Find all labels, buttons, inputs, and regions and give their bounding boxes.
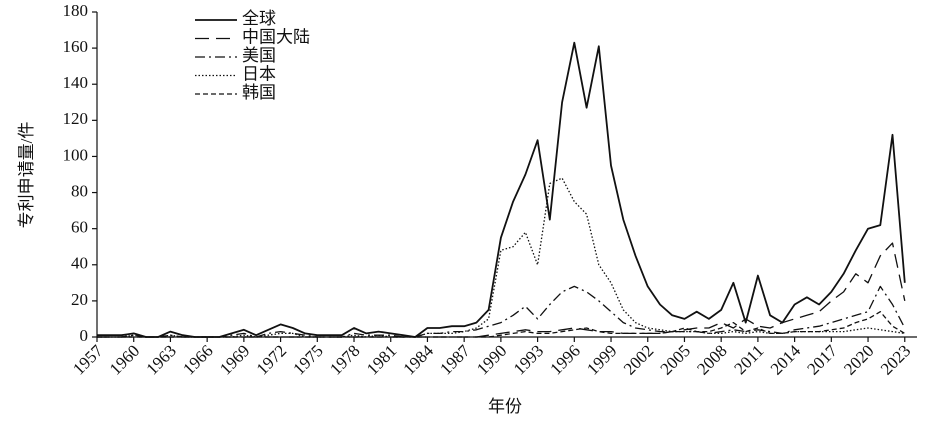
y-tick-label: 80	[71, 181, 88, 200]
y-tick-label: 0	[80, 326, 89, 345]
x-tick-label: 1981	[363, 341, 400, 378]
x-tick-label: 1987	[436, 341, 474, 379]
legend-label: 日本	[242, 64, 276, 83]
y-tick-label: 40	[71, 254, 88, 273]
series-line	[97, 41, 906, 338]
y-tick-label: 60	[71, 218, 88, 237]
x-tick-label: 1963	[143, 341, 180, 378]
x-tick-label: 2005	[657, 341, 694, 378]
series-line	[97, 285, 906, 338]
x-tick-label: 1993	[510, 341, 547, 378]
series-line	[97, 177, 905, 338]
legend-label: 美国	[242, 46, 276, 65]
y-tick-label: 100	[63, 145, 89, 164]
x-tick-label: 1960	[106, 341, 143, 378]
x-tick-label: 1972	[253, 341, 290, 378]
x-tick-label: 2011	[730, 341, 767, 378]
x-tick-label: 2014	[767, 341, 805, 379]
y-tick-label: 120	[63, 109, 89, 128]
x-tick-label: 1975	[289, 341, 326, 378]
x-tick-label: 1996	[546, 341, 583, 378]
legend-label: 韩国	[242, 83, 276, 102]
series-line	[97, 311, 906, 338]
y-tick-label: 140	[63, 73, 89, 92]
x-tick-label: 2002	[620, 341, 657, 378]
y-tick-label: 20	[71, 290, 88, 309]
x-tick-label: 1999	[583, 341, 620, 378]
y-tick-label: 180	[63, 1, 89, 20]
series-line	[97, 242, 906, 338]
x-tick-label: 1990	[473, 341, 510, 378]
x-axis-label: 年份	[488, 397, 522, 416]
legend-label: 中国大陆	[242, 27, 310, 46]
x-tick-label: 1978	[326, 341, 363, 378]
y-axis-label: 专利申请量/件	[17, 122, 36, 229]
x-tick-label: 2020	[840, 341, 877, 378]
legend-label: 全球	[242, 9, 276, 28]
x-tick-label: 1984	[400, 341, 438, 379]
y-tick-label: 160	[63, 37, 89, 56]
x-tick-label: 1966	[179, 341, 216, 378]
x-tick-label: 1969	[216, 341, 253, 378]
x-tick-label: 2017	[803, 341, 841, 379]
x-tick-label: 2008	[693, 341, 730, 378]
x-tick-label: 1957	[69, 341, 107, 379]
x-tick-label: 2023	[877, 341, 914, 378]
